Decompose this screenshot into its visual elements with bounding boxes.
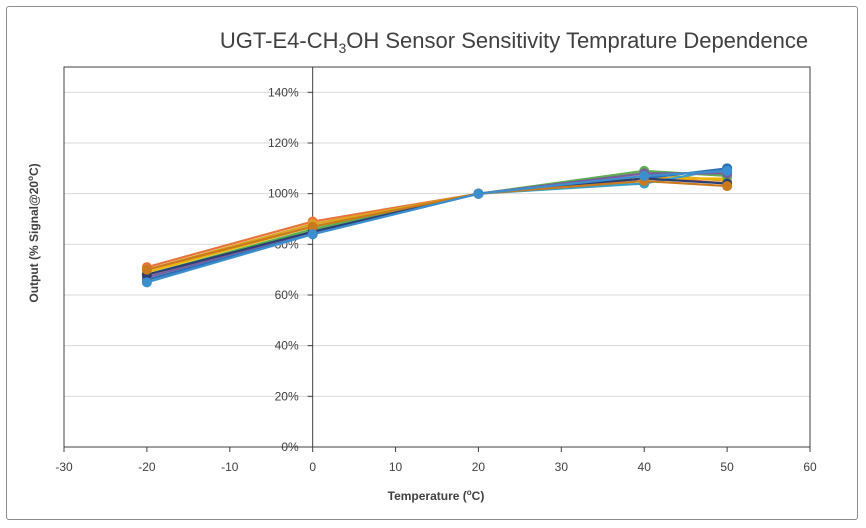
series-9-point-2	[473, 188, 484, 199]
y-axis-label: Output (% Signal@20oC)	[26, 163, 41, 302]
series-8-point-1	[307, 221, 318, 232]
series-9-point-4	[722, 165, 733, 176]
plot-border	[63, 66, 811, 448]
y-tick-label-2: 40%	[275, 339, 299, 353]
series-line-3	[146, 169, 728, 276]
y-tick-label-0: 0%	[281, 440, 299, 454]
x-tick-label-8: 50	[720, 460, 734, 474]
x-tick-label-5: 20	[472, 460, 486, 474]
series-8-point-0	[141, 264, 152, 275]
series-line-6	[146, 172, 728, 279]
series-line-9	[146, 169, 728, 284]
series-8-point-4	[722, 181, 733, 192]
y-tick-label-6: 120%	[268, 136, 299, 150]
y-tick-label-1: 20%	[275, 389, 299, 403]
series-line-7	[146, 177, 728, 276]
x-tick-label-1: -20	[138, 460, 156, 474]
series-9-point-1	[307, 229, 318, 240]
series-9-point-3	[639, 170, 650, 181]
x-tick-label-6: 30	[555, 460, 569, 474]
y-tick-label-5: 100%	[268, 187, 299, 201]
chart-title: UGT-E4-CH3OH Sensor Sensitivity Tempratu…	[220, 28, 808, 56]
y-tick-label-3: 60%	[275, 288, 299, 302]
x-axis-label: Temperature (oC)	[388, 488, 485, 503]
x-tick-label-4: 10	[389, 460, 403, 474]
x-tick-label-0: -30	[55, 460, 73, 474]
x-tick-label-3: 0	[309, 460, 316, 474]
y-tick-label-7: 140%	[268, 85, 299, 99]
series-9-point-0	[141, 277, 152, 288]
x-tick-label-2: -10	[221, 460, 239, 474]
x-tick-label-7: 40	[638, 460, 652, 474]
x-tick-label-9: 60	[803, 460, 817, 474]
plot-area: -30 -20 -10 0 10 20 30 40 50 600%20%40%60%80%100%…	[55, 66, 817, 474]
